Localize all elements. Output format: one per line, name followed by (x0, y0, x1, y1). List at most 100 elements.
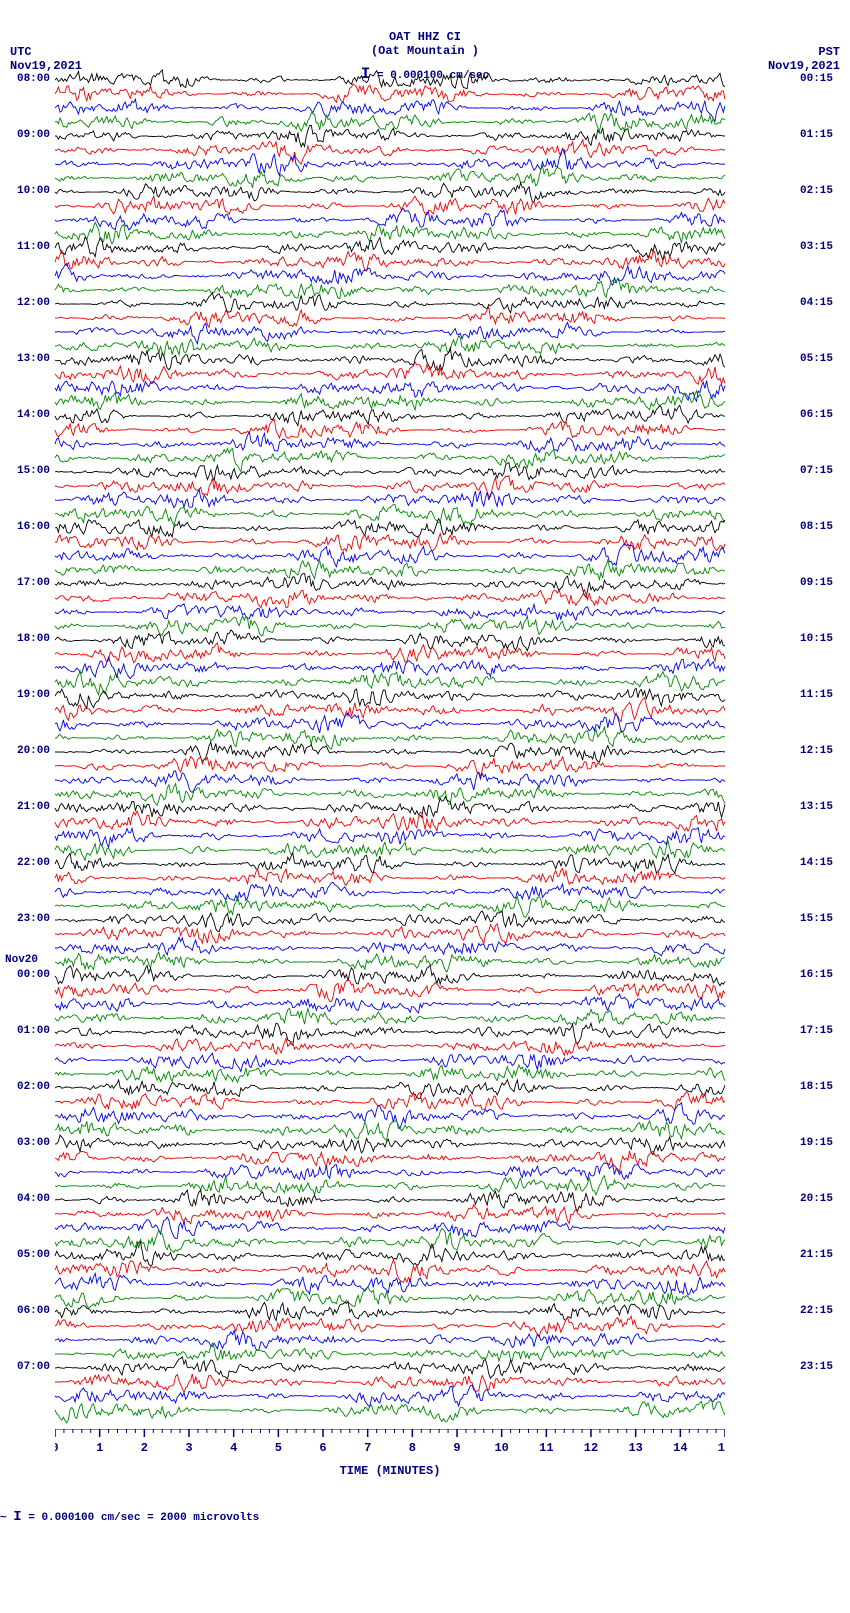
trace-waveform (55, 633, 725, 647)
left-tz: UTC (10, 45, 82, 59)
header-center: OAT HHZ CI (Oat Mountain ) (371, 30, 479, 58)
trace-waveform (55, 1291, 725, 1305)
trace-waveform (55, 171, 725, 185)
trace-waveform (55, 451, 725, 465)
utc-time-label: 18:00 (5, 633, 50, 645)
trace-waveform (55, 689, 725, 703)
svg-text:9: 9 (453, 1441, 460, 1455)
right-date: Nov19,2021 (768, 59, 840, 73)
utc-time-label: 15:00 (5, 465, 50, 477)
trace-waveform (55, 787, 725, 801)
svg-text:6: 6 (319, 1441, 326, 1455)
pst-time-label: 09:15 (800, 577, 845, 589)
left-date: Nov19,2021 (10, 59, 82, 73)
pst-time-label: 06:15 (800, 409, 845, 421)
pst-time-label: 03:15 (800, 241, 845, 253)
footer-text: = 0.000100 cm/sec = 2000 microvolts (28, 1512, 259, 1524)
pst-time-label: 05:15 (800, 353, 845, 365)
pst-time-label: 12:15 (800, 745, 845, 757)
trace-waveform (55, 1151, 725, 1165)
pst-time-label: 04:15 (800, 297, 845, 309)
pst-time-label: 02:15 (800, 185, 845, 197)
trace-waveform (55, 353, 725, 367)
pst-time-label: 17:15 (800, 1025, 845, 1037)
trace-waveform (55, 1389, 725, 1403)
pst-time-label: 21:15 (800, 1249, 845, 1261)
right-tz: PST (768, 45, 840, 59)
pst-time-label: 08:15 (800, 521, 845, 533)
utc-time-label: 07:00 (5, 1361, 50, 1373)
trace-waveform (55, 549, 725, 563)
trace-waveform (55, 1207, 725, 1221)
pst-time-label: 13:15 (800, 801, 845, 813)
trace-waveform (55, 185, 725, 199)
utc-time-label: 13:00 (5, 353, 50, 365)
trace-waveform (55, 1067, 725, 1081)
trace-waveform (55, 1347, 725, 1361)
trace-waveform (55, 661, 725, 675)
trace-waveform (55, 829, 725, 843)
svg-text:1: 1 (96, 1441, 103, 1455)
trace-waveform (55, 269, 725, 283)
pst-time-label: 20:15 (800, 1193, 845, 1205)
trace-waveform (55, 703, 725, 717)
utc-time-label: 23:00 (5, 913, 50, 925)
pst-time-label: 16:15 (800, 969, 845, 981)
pst-time-label: 00:15 (800, 73, 845, 85)
pst-time-label: 18:15 (800, 1081, 845, 1093)
trace-waveform (55, 115, 725, 129)
trace-waveform (55, 1221, 725, 1235)
trace-waveform (55, 871, 725, 885)
utc-time-label: 22:00 (5, 857, 50, 869)
pst-time-label: 01:15 (800, 129, 845, 141)
trace-waveform (55, 297, 725, 311)
trace-waveform (55, 801, 725, 815)
x-axis: 0123456789101112131415 TIME (MINUTES) (55, 1429, 725, 1489)
utc-time-label: 06:00 (5, 1305, 50, 1317)
svg-text:11: 11 (539, 1441, 553, 1455)
trace-waveform (55, 745, 725, 759)
trace-waveform (55, 1319, 725, 1333)
utc-time-label: 02:00 (5, 1081, 50, 1093)
svg-text:7: 7 (364, 1441, 371, 1455)
footer-scale: ~ I = 0.000100 cm/sec = 2000 microvolts (0, 1509, 850, 1525)
utc-time-label: 21:00 (5, 801, 50, 813)
trace-waveform (55, 423, 725, 437)
trace-waveform (55, 381, 725, 395)
trace-waveform (55, 311, 725, 325)
trace-waveform (55, 1263, 725, 1277)
svg-text:4: 4 (230, 1441, 237, 1455)
trace-waveform (55, 619, 725, 633)
trace-waveform (55, 73, 725, 87)
trace-waveform (55, 409, 725, 423)
trace-waveform (55, 591, 725, 605)
utc-time-label: 11:00 (5, 241, 50, 253)
trace-waveform (55, 1277, 725, 1291)
utc-time-label: 16:00 (5, 521, 50, 533)
trace-waveform (55, 437, 725, 451)
svg-text:3: 3 (185, 1441, 192, 1455)
utc-time-label: 04:00 (5, 1193, 50, 1205)
header-left: UTC Nov19,2021 (10, 45, 82, 73)
chart-header: UTC Nov19,2021 OAT HHZ CI (Oat Mountain … (0, 0, 850, 80)
trace-waveform (55, 157, 725, 171)
pst-time-label: 07:15 (800, 465, 845, 477)
svg-text:13: 13 (628, 1441, 642, 1455)
trace-waveform (55, 675, 725, 689)
trace-waveform (55, 493, 725, 507)
trace-waveform (55, 773, 725, 787)
utc-time-label: 01:00 (5, 1025, 50, 1037)
trace-waveform (55, 1179, 725, 1193)
trace-waveform (55, 1375, 725, 1389)
utc-time-label: 19:00 (5, 689, 50, 701)
trace-waveform (55, 857, 725, 871)
trace-waveform (55, 339, 725, 353)
pst-time-label: 14:15 (800, 857, 845, 869)
day-label: Nov20 (5, 954, 50, 966)
trace-waveform (55, 1165, 725, 1179)
trace-waveform (55, 1193, 725, 1207)
trace-waveform (55, 479, 725, 493)
trace-waveform (55, 997, 725, 1011)
trace-waveform (55, 647, 725, 661)
trace-waveform (55, 605, 725, 619)
